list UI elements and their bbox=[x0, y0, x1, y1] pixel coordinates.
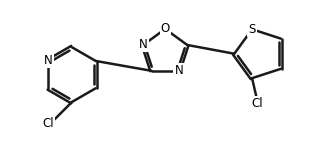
Text: N: N bbox=[174, 64, 183, 77]
Text: S: S bbox=[249, 23, 256, 36]
Text: Cl: Cl bbox=[251, 97, 263, 110]
Text: N: N bbox=[139, 38, 148, 51]
Text: Cl: Cl bbox=[43, 117, 54, 130]
Text: O: O bbox=[161, 22, 170, 35]
Text: N: N bbox=[44, 54, 53, 67]
